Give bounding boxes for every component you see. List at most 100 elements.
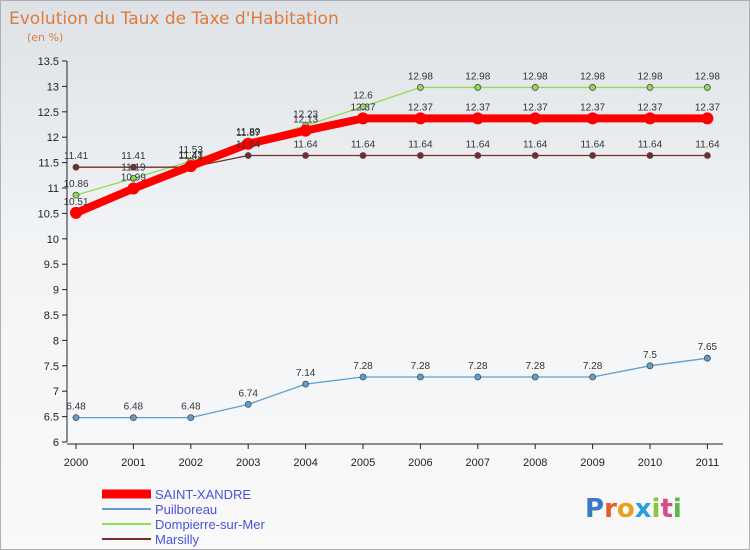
axes: 6 6.5 7 7.5 8 8.5 9 9.5 10 10.5 11 11.5 12 12.5 13 13.5… — [38, 56, 723, 469]
data-point-saint-xandre — [70, 206, 82, 219]
data-point-marsilly — [589, 152, 596, 159]
data-label-dompierre-sur-mer: 12.98 — [695, 71, 720, 82]
legend-label: Marsilly — [155, 532, 200, 547]
logo-letter: o — [617, 494, 635, 524]
legend: SAINT-XANDREPuilboreauDompierre-sur-MerM… — [102, 487, 265, 547]
series-line-puilboreau — [76, 357, 708, 419]
data-label-dompierre-sur-mer: 12.98 — [637, 71, 662, 82]
chart-title: Evolution du Taux de Taxe d'Habitation — [9, 9, 339, 29]
data-label-puilboreau: 6.74 — [238, 388, 258, 399]
data-label-marsilly: 11.64 — [638, 139, 663, 150]
data-label-saint-xandre: 12.37 — [408, 102, 433, 113]
series-line-dompierre-sur-mer — [75, 86, 708, 196]
data-point-marsilly — [129, 163, 137, 171]
data-point-saint-xandre — [471, 112, 484, 125]
data-label-puilboreau: 6.48 — [124, 402, 144, 413]
data-label-marsilly: 11.64 — [408, 139, 433, 150]
y-tick-label: 8 — [53, 335, 59, 347]
data-point-marsilly — [704, 152, 711, 159]
series-group — [70, 84, 714, 422]
data-label-puilboreau: 7.14 — [296, 368, 316, 379]
data-point-puilboreau — [359, 373, 367, 381]
y-tick-label: 12 — [47, 132, 59, 144]
legend-label: Puilboreau — [155, 502, 217, 517]
data-point-dompierre-sur-mer — [589, 84, 596, 91]
logo-letter: P — [585, 494, 604, 524]
data-point-puilboreau — [646, 362, 654, 370]
data-label-puilboreau: 6.48 — [66, 402, 86, 413]
data-point-saint-xandre — [299, 124, 312, 137]
series-line-marsilly — [76, 154, 708, 168]
y-tick-label: 10.5 — [38, 208, 59, 220]
data-point-marsilly — [646, 152, 654, 159]
legend-label: SAINT-XANDRE — [155, 487, 251, 502]
data-point-dompierre-sur-mer — [416, 84, 424, 91]
data-point-marsilly — [416, 152, 424, 159]
data-label-puilboreau: 7.28 — [583, 361, 603, 372]
data-label-marsilly: 11.64 — [523, 139, 548, 150]
x-tick-label: 2010 — [638, 457, 662, 469]
data-label-dompierre-sur-mer: 10.86 — [63, 179, 88, 190]
data-point-puilboreau — [704, 354, 711, 362]
data-label-marsilly: 11.41 — [121, 151, 146, 162]
y-tick-label: 7.5 — [44, 361, 59, 373]
x-tick-label: 2009 — [580, 457, 604, 469]
y-tick-label: 11 — [48, 183, 59, 195]
data-label-saint-xandre: 12.37 — [465, 102, 490, 113]
data-label-marsilly: 11.64 — [695, 139, 720, 150]
data-label-puilboreau: 6.48 — [181, 402, 201, 413]
x-tick-label: 2007 — [466, 457, 490, 469]
data-label-dompierre-sur-mer: 12.98 — [580, 71, 605, 82]
y-tick-label: 7 — [53, 386, 59, 398]
data-label-saint-xandre: 12.37 — [523, 102, 548, 113]
data-point-marsilly — [359, 152, 367, 159]
data-label-marsilly: 11.41 — [64, 151, 89, 162]
data-point-puilboreau — [244, 401, 252, 408]
logo-letter: x — [635, 494, 652, 524]
logo-letter: t — [660, 494, 672, 524]
proxiti-logo: Proxiti — [585, 494, 682, 524]
y-tick-label: 6 — [53, 437, 59, 449]
y-tick-label: 13 — [47, 81, 59, 93]
y-tick-label: 13.5 — [38, 56, 59, 68]
data-point-saint-xandre — [184, 160, 197, 173]
x-tick-label: 2006 — [408, 457, 432, 469]
data-point-marsilly — [302, 152, 310, 159]
data-point-saint-xandre — [644, 112, 656, 125]
y-tick-label: 9 — [53, 285, 59, 297]
data-label-saint-xandre: 12.37 — [637, 102, 662, 113]
logo-letter: i — [673, 494, 682, 524]
data-label-marsilly: 11.64 — [293, 139, 318, 150]
x-tick-label: 2005 — [351, 457, 375, 469]
logo-letter: r — [604, 494, 617, 524]
data-label-dompierre-sur-mer: 12.6 — [353, 91, 373, 102]
data-point-puilboreau — [72, 414, 80, 422]
data-point-marsilly — [531, 152, 539, 159]
x-tick-label: 2003 — [236, 457, 260, 469]
data-point-dompierre-sur-mer — [72, 191, 80, 199]
data-label-dompierre-sur-mer: 11.89 — [236, 127, 261, 138]
x-tick-label: 2001 — [121, 457, 145, 469]
data-label-marsilly: 11.64 — [580, 139, 605, 150]
data-point-saint-xandre — [242, 137, 255, 150]
data-label-puilboreau: 7.65 — [698, 342, 718, 353]
x-tick-label: 2008 — [523, 457, 547, 469]
data-point-saint-xandre — [127, 182, 140, 195]
data-label-puilboreau: 7.28 — [411, 361, 431, 372]
data-point-dompierre-sur-mer — [646, 84, 654, 91]
y-tick-label: 10 — [47, 234, 59, 246]
data-label-marsilly: 11.41 — [179, 151, 204, 162]
y-tick-label: 12.5 — [38, 107, 59, 119]
chart-subtitle: (en %) — [27, 31, 63, 44]
data-label-saint-xandre: 12.37 — [695, 102, 720, 113]
data-point-puilboreau — [416, 373, 424, 381]
data-point-dompierre-sur-mer — [129, 174, 137, 182]
data-point-puilboreau — [302, 380, 310, 388]
data-labels: 10.51 10.99 11.43 11.87 12.13 12.37 12.37 12.37… — [63, 71, 720, 412]
svg-text:Proxiti: Proxiti — [585, 494, 682, 524]
data-point-dompierre-sur-mer — [704, 84, 711, 91]
x-tick-label: 2002 — [179, 457, 203, 469]
x-tick-label: 2011 — [696, 457, 720, 469]
